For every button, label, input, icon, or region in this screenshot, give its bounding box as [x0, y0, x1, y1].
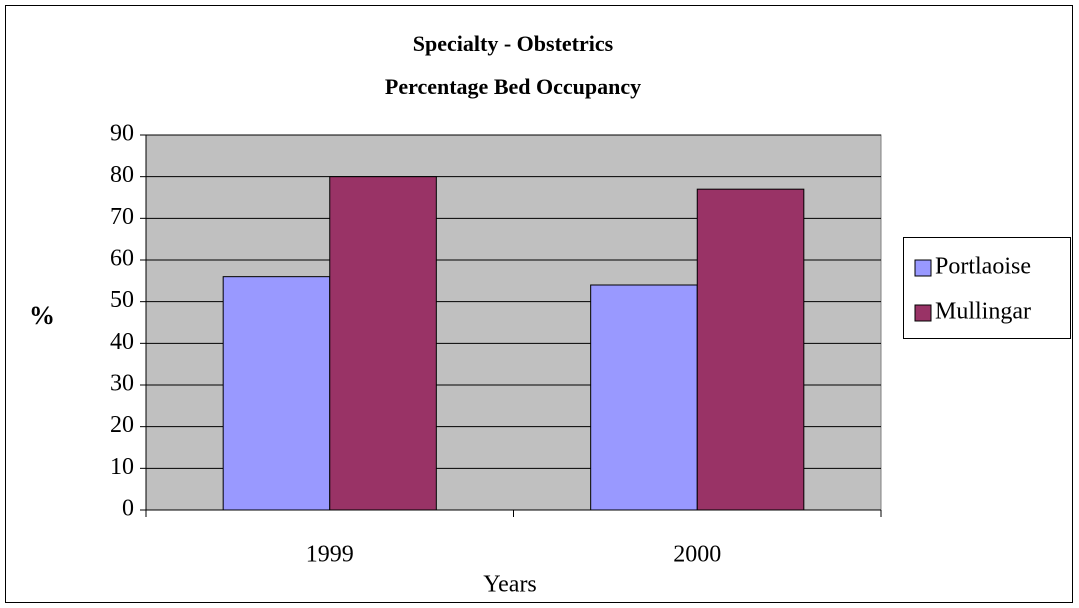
x-tick-label: 1999	[306, 542, 354, 568]
bar	[329, 176, 437, 511]
legend-swatch	[914, 259, 932, 277]
y-axis-label: %	[29, 301, 55, 330]
x-axis-label: Years	[483, 572, 537, 598]
y-tick-label: 20	[110, 412, 134, 438]
bar	[590, 284, 698, 511]
y-tick-label: 40	[110, 329, 134, 355]
y-tick-label: 80	[110, 162, 134, 188]
y-tick-label: 90	[110, 121, 134, 147]
legend-swatch	[914, 304, 932, 322]
y-tick-label: 70	[110, 204, 134, 230]
legend-label: Portlaoise	[935, 254, 1031, 280]
y-tick-label: 0	[122, 496, 134, 522]
y-tick-label: 50	[110, 287, 134, 313]
bar	[696, 188, 805, 511]
legend-box	[903, 237, 1071, 339]
y-tick-label: 60	[110, 246, 134, 272]
y-tick-label: 10	[110, 454, 134, 480]
chart-title: Specialty - Obstetrics	[413, 31, 614, 56]
legend-label: Mullingar	[935, 299, 1031, 325]
x-tick-label: 2000	[673, 542, 721, 568]
chart-subtitle: Percentage Bed Occupancy	[385, 74, 641, 99]
bar	[222, 276, 331, 511]
y-tick-label: 30	[110, 371, 134, 397]
